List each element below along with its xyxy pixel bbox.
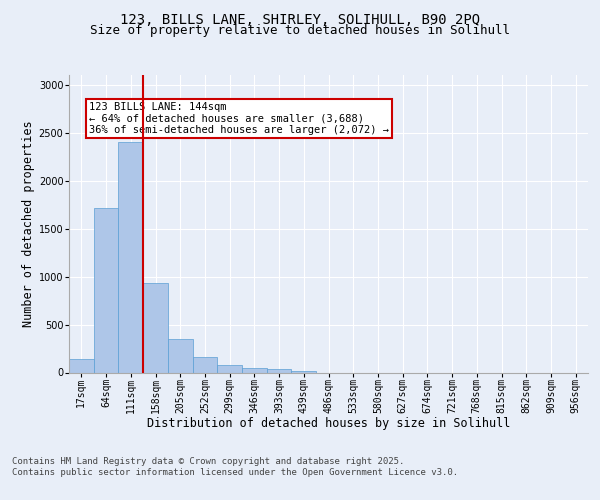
Y-axis label: Number of detached properties: Number of detached properties bbox=[22, 120, 35, 327]
Bar bbox=[217, 365, 242, 372]
Bar bbox=[69, 359, 94, 372]
Bar bbox=[118, 142, 143, 372]
Text: Size of property relative to detached houses in Solihull: Size of property relative to detached ho… bbox=[90, 24, 510, 37]
Bar bbox=[242, 368, 267, 372]
Text: 123, BILLS LANE, SHIRLEY, SOLIHULL, B90 2PQ: 123, BILLS LANE, SHIRLEY, SOLIHULL, B90 … bbox=[120, 12, 480, 26]
X-axis label: Distribution of detached houses by size in Solihull: Distribution of detached houses by size … bbox=[147, 418, 510, 430]
Bar bbox=[292, 370, 316, 372]
Bar bbox=[143, 283, 168, 372]
Bar bbox=[267, 369, 292, 372]
Bar bbox=[94, 208, 118, 372]
Bar bbox=[168, 339, 193, 372]
Text: 123 BILLS LANE: 144sqm
← 64% of detached houses are smaller (3,688)
36% of semi-: 123 BILLS LANE: 144sqm ← 64% of detached… bbox=[89, 102, 389, 135]
Bar bbox=[193, 357, 217, 372]
Text: Contains HM Land Registry data © Crown copyright and database right 2025.
Contai: Contains HM Land Registry data © Crown c… bbox=[12, 458, 458, 477]
